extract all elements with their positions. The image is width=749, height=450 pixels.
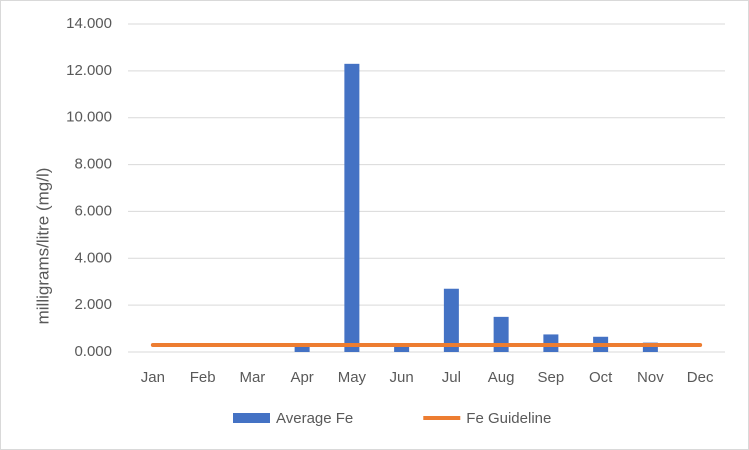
x-tick-label: Jul: [442, 369, 461, 386]
y-tick-label: 2.000: [74, 296, 112, 313]
bar: [344, 63, 360, 352]
bar: [294, 346, 310, 352]
y-tick-label: 14.000: [66, 15, 112, 32]
x-tick-label: Feb: [190, 369, 216, 386]
x-tick-label: Sep: [538, 369, 565, 386]
y-axis-label: milligrams/litre (mg/l): [33, 168, 52, 325]
bar: [443, 288, 459, 352]
x-tick-label: Aug: [488, 369, 515, 386]
x-tick-label: Apr: [290, 369, 313, 386]
y-tick-label: 4.000: [74, 249, 112, 266]
legend-swatch: [233, 413, 270, 423]
y-tick-label: 0.000: [74, 343, 112, 360]
x-tick-label: Nov: [637, 369, 664, 386]
y-tick-label: 8.000: [74, 156, 112, 173]
x-tick-label: Oct: [589, 369, 613, 386]
y-tick-label: 12.000: [66, 62, 112, 79]
y-tick-label: 6.000: [74, 202, 112, 219]
bar: [642, 342, 658, 352]
x-tick-label: May: [338, 369, 367, 386]
x-tick-label: Jan: [141, 369, 165, 386]
x-tick-label: Dec: [687, 369, 714, 386]
bar: [394, 346, 410, 352]
x-tick-label: Mar: [239, 369, 265, 386]
legend-label: Average Fe: [276, 410, 353, 427]
y-tick-label: 10.000: [66, 109, 112, 126]
legend-label: Fe Guideline: [466, 410, 551, 427]
x-tick-label: Jun: [390, 369, 414, 386]
